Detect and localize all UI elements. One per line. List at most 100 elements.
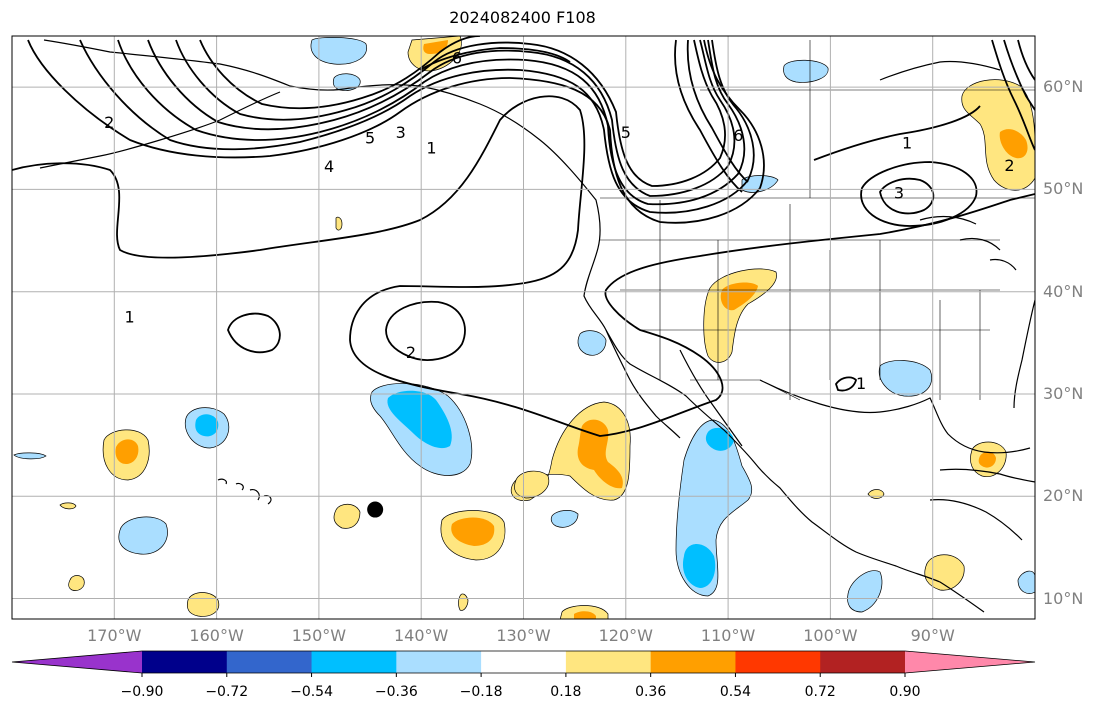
alaska-peninsula [39, 91, 281, 169]
location-marker [367, 501, 384, 518]
contour-line [834, 376, 857, 392]
longitude-label: 170°W [87, 626, 142, 645]
map-title: 2024082400 F108 [449, 8, 596, 27]
contour-line [1003, 39, 1035, 111]
hudson-coast [879, 60, 1001, 81]
contour-line [27, 39, 765, 224]
pos-anomaly-shade [999, 129, 1028, 159]
contour-label: 6 [733, 126, 743, 145]
contour-line [419, 47, 571, 71]
political-borders [600, 40, 1035, 401]
latitude-label: 50°N [1043, 179, 1084, 199]
colorbar-tick-label: 0.18 [550, 684, 582, 700]
longitude-label: 150°W [291, 626, 347, 645]
neg-anomaly-shade [783, 59, 829, 83]
colorbar-swatch [735, 651, 821, 673]
colorbar [11, 650, 1036, 677]
longitude-label: 100°W [803, 626, 858, 645]
neg-anomaly-shade [577, 330, 607, 356]
pos-anomaly-shade [68, 575, 85, 591]
contour-label: 2 [406, 343, 416, 362]
pos-anomaly-shade [335, 216, 343, 231]
longitude-label: 90°W [910, 626, 955, 645]
gulf-coast [759, 379, 1031, 454]
neg-anomaly-shade [682, 544, 716, 588]
longitude-label: 140°W [394, 626, 449, 645]
neg-anomaly-shade [332, 73, 361, 91]
contour-label: 4 [324, 157, 334, 176]
pos-anomaly-shade [720, 282, 758, 311]
baja-coast [605, 329, 681, 439]
contour-label: 1 [902, 133, 912, 152]
pos-anomaly-shade [577, 419, 623, 489]
pos-anomaly-shade [59, 502, 77, 510]
contour-line [147, 39, 736, 197]
latitude-label: 30°N [1043, 383, 1084, 403]
contour-label: 1 [856, 374, 866, 393]
contour-labels: 2 4 5 3 1 6 5 6 1 2 3 1 2 1 [104, 49, 1014, 393]
contour-line [879, 177, 935, 215]
contour-label: 3 [894, 184, 904, 203]
pos-anomaly-shade [451, 517, 495, 546]
colorbar-tick-label: −0.36 [374, 684, 418, 700]
neg-anomaly-shade [847, 570, 883, 613]
pos-anomaly-shade [458, 593, 469, 611]
latitude-label: 60°N [1043, 77, 1084, 97]
colorbar-tick-label: 0.54 [719, 684, 752, 700]
contour-line [860, 161, 978, 227]
colorbar-swatch [396, 651, 482, 673]
colorbar-tick-label: −0.18 [459, 684, 503, 700]
colorbar-swatch [226, 651, 313, 673]
neg-anomaly-shade [878, 360, 932, 397]
contour-line [12, 95, 1035, 437]
contour-line [227, 312, 281, 354]
contour-label: 2 [104, 113, 114, 132]
yucatan-coast [929, 499, 1023, 541]
colorbar-swatch [311, 651, 397, 673]
neg-anomaly-shade [387, 390, 452, 449]
contour-label: 6 [452, 49, 462, 68]
pos-anomaly-shade [978, 451, 996, 468]
neg-anomaly-shade [310, 37, 368, 65]
colorbar-swatch [565, 651, 652, 673]
colorbar-tick-label: 0.90 [889, 684, 921, 700]
hawaii-islands [217, 478, 272, 505]
height-contours [12, 36, 1035, 437]
colorbar-tick-label: −0.72 [205, 684, 249, 700]
contour-line [175, 39, 726, 187]
latitude-label: 40°N [1043, 281, 1084, 301]
longitude-label: 130°W [496, 626, 551, 645]
latitude-label: 10°N [1043, 588, 1084, 608]
longitude-label: 120°W [598, 626, 653, 645]
contour-line [79, 39, 755, 214]
contour-label: 1 [426, 139, 436, 158]
colorbar-tick-label: −0.54 [290, 684, 333, 700]
pos-anomaly-shade [924, 554, 965, 591]
colorbar-swatch [650, 651, 736, 673]
contour-label: 1 [125, 307, 135, 326]
pos-anomaly-shade [574, 611, 596, 619]
graticule [12, 36, 1035, 619]
latitude-label: 20°N [1043, 486, 1084, 506]
marker-layer [367, 501, 384, 518]
longitude-label: 160°W [189, 626, 244, 645]
longitude-label: 110°W [700, 626, 756, 645]
colorbar-swatch [481, 651, 567, 673]
contour-line [117, 39, 746, 206]
pos-anomaly-shade [333, 503, 361, 529]
pos-anomaly-shade [115, 439, 139, 464]
neg-anomaly-shade [13, 452, 47, 460]
contour-label: 3 [396, 123, 406, 142]
contour-label: 2 [1004, 156, 1014, 175]
contour-line [385, 300, 466, 361]
colorbar-swatch [820, 651, 906, 673]
neg-anomaly-shade [1017, 570, 1035, 594]
neg-anomaly-shade [550, 510, 579, 528]
contour-label: 5 [365, 128, 375, 147]
colorbar-tick-label: 0.36 [635, 684, 667, 700]
contour-line [813, 39, 1035, 161]
colorbar-tick-label: 0.72 [804, 684, 836, 700]
neg-anomaly-shade [195, 414, 219, 437]
neg-anomaly-shade [741, 175, 779, 193]
